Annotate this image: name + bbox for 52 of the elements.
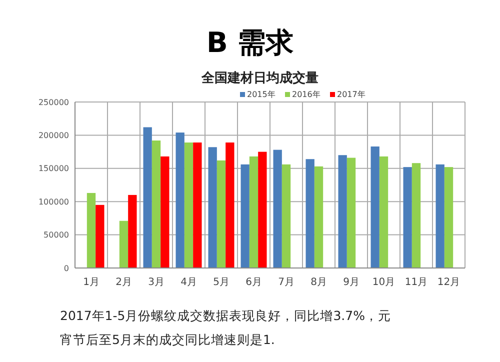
x-tick-label: 6月 [246, 277, 262, 288]
chart-subtitle: 全国建材日均成交量 [200, 70, 318, 86]
x-tick-label: 3月 [148, 277, 164, 288]
bar [314, 166, 324, 268]
bar [152, 140, 161, 268]
bar [86, 192, 96, 268]
y-tick-label: 250000 [38, 98, 69, 107]
bar [216, 160, 226, 268]
bar [160, 156, 170, 268]
chart-title: B 需求 [206, 26, 294, 59]
y-tick-label: 50000 [44, 230, 69, 240]
legend-label: 2016年 [292, 90, 320, 99]
bar [282, 164, 291, 268]
x-tick-label: 1月 [83, 277, 100, 288]
x-tick-label: 10月 [372, 277, 396, 288]
x-tick-label: 7月 [278, 277, 294, 288]
bar [258, 152, 267, 268]
bar [96, 204, 104, 268]
x-tick-label: 8月 [310, 277, 327, 288]
bar [403, 167, 412, 268]
bar [379, 156, 388, 268]
bar [306, 159, 314, 268]
bar [226, 142, 234, 268]
bar [128, 194, 137, 268]
bar [436, 164, 444, 268]
bar [370, 146, 380, 268]
bar [240, 164, 250, 268]
x-tick-label: 4月 [180, 277, 197, 288]
bar [184, 142, 194, 268]
legend-label: 2017年 [337, 90, 366, 99]
bar [193, 142, 202, 268]
bar [249, 156, 258, 268]
x-tick-label: 2月 [116, 277, 132, 288]
bar [143, 127, 152, 268]
bar [444, 167, 454, 268]
x-tick-label: 9月 [343, 277, 360, 288]
text: 2017年1-5月份螺纹成交数据表现良好，同比增3.7%，元宵节后至5月末的成交同比增速则是1. [60, 308, 391, 347]
bar [119, 220, 128, 268]
y-tick-label: 100000 [38, 197, 69, 206]
bar [338, 155, 347, 268]
y-tick-label: 150000 [38, 164, 69, 174]
bar [346, 158, 356, 268]
bar [208, 147, 217, 268]
y-tick-label: 200000 [38, 131, 69, 140]
x-tick-label: 11月 [404, 277, 428, 288]
legend-label: 2015年 [247, 90, 276, 99]
x-tick-label: 12月 [437, 277, 460, 288]
bar [273, 150, 282, 268]
bar [412, 163, 421, 268]
x-tick-label: 5月 [213, 277, 230, 288]
y-tick-label: 0 [64, 264, 69, 273]
bar [176, 132, 184, 268]
